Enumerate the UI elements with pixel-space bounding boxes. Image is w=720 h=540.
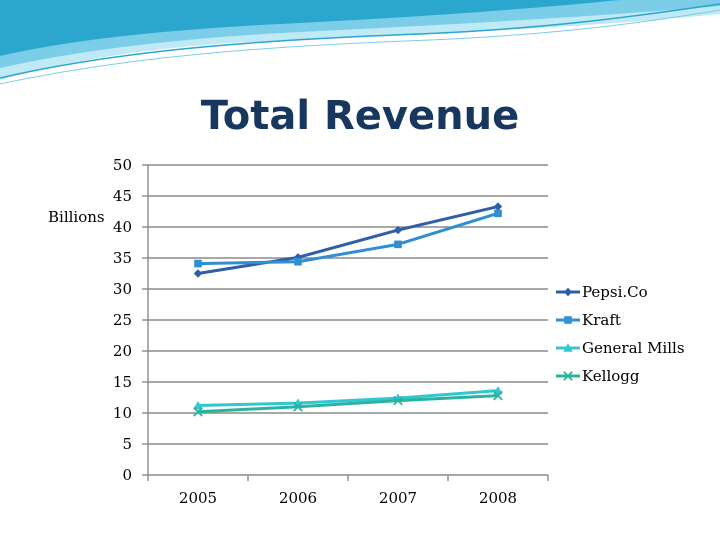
x-tick-label: 2007 (379, 489, 417, 507)
legend-label: General Mills (582, 339, 685, 357)
series-pepsi-co (193, 202, 503, 278)
legend-marker (563, 287, 573, 297)
y-tick-label: 5 (122, 435, 132, 453)
y-tick-label: 50 (113, 156, 132, 174)
banner-line-2 (0, 9, 720, 85)
legend-label: Kellogg (582, 367, 640, 385)
legend-marker (563, 343, 573, 352)
data-point (294, 257, 302, 266)
y-tick-label: 25 (113, 311, 132, 329)
data-point (493, 202, 503, 211)
data-point (394, 240, 402, 249)
chart-gridlines (142, 164, 548, 476)
data-point (493, 390, 503, 401)
data-point (193, 269, 203, 278)
chart-tick-labels: 0 5 10 15 20 25 30 35 40 45 50 2005 2006 2007 2008 (113, 156, 517, 507)
data-point (194, 259, 202, 268)
y-tick-label: 20 (113, 342, 132, 360)
y-tick-label: 0 (122, 466, 132, 484)
legend-item: Kraft (556, 311, 621, 329)
y-tick-label: 30 (113, 280, 132, 298)
header-banner (0, 0, 720, 85)
y-tick-label: 45 (113, 187, 132, 205)
legend-item: General Mills (556, 339, 685, 357)
y-tick-label: 40 (113, 218, 132, 236)
y-tick-label: 35 (113, 249, 132, 267)
data-point (193, 406, 203, 417)
series-line (197, 211, 499, 266)
legend-label: Kraft (582, 311, 621, 329)
series-kellogg (193, 390, 503, 417)
x-tick-label: 2005 (179, 489, 217, 507)
x-tick-label: 2006 (279, 489, 317, 507)
y-tick-label: 10 (113, 404, 132, 422)
banner-line-1 (0, 3, 720, 79)
data-point (193, 400, 203, 410)
x-tick-label: 2008 (479, 489, 517, 507)
series-kraft (194, 209, 502, 268)
chart-legend: Pepsi.Co Kraft General Mills Kellogg (556, 283, 685, 385)
legend-marker (564, 316, 572, 324)
banner-wave-dark (0, 0, 620, 56)
series-line (197, 389, 499, 408)
y-axis-label: Billions (48, 208, 105, 226)
legend-item: Kellogg (556, 367, 640, 385)
chart-title: Total Revenue (200, 93, 520, 139)
legend-item: Pepsi.Co (556, 283, 648, 301)
legend-marker (563, 371, 573, 381)
legend-label: Pepsi.Co (582, 283, 648, 301)
data-point (393, 395, 403, 406)
data-point (393, 225, 403, 235)
series-line (197, 205, 499, 275)
y-tick-label: 15 (113, 373, 132, 391)
series-line (197, 394, 499, 414)
data-point (293, 401, 303, 412)
chart-axes (147, 165, 549, 481)
chart-series (193, 202, 503, 417)
data-point (494, 209, 502, 218)
